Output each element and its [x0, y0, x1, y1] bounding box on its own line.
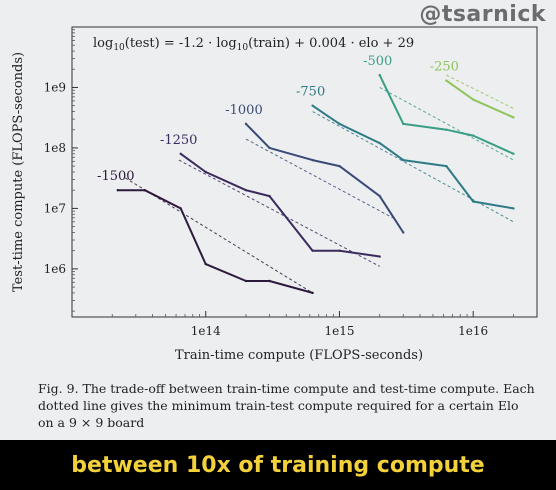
y-tick-label: 1e9 [44, 80, 66, 94]
data-point [311, 291, 314, 295]
series-line [117, 189, 313, 294]
data-point [311, 249, 314, 252]
data-point [471, 98, 475, 101]
data-point [338, 249, 341, 252]
data-point [338, 164, 341, 168]
series-label: -1500 [97, 169, 134, 184]
data-point [244, 279, 248, 283]
data-point [402, 122, 405, 126]
data-point [143, 189, 146, 192]
data-point [402, 231, 405, 234]
series-line [378, 74, 514, 155]
data-point [244, 189, 248, 192]
data-point [311, 158, 314, 162]
x-tick-label: 1e15 [324, 324, 354, 338]
data-point [204, 170, 207, 174]
data-point [512, 116, 515, 119]
series-line [180, 152, 380, 258]
data-point [268, 194, 271, 198]
y-tick-label: 1e8 [44, 141, 66, 155]
x-tick-label: 1e14 [191, 324, 221, 338]
min-compute-dashed-line [446, 74, 514, 109]
min-compute-dashed-line [124, 177, 313, 294]
min-compute-dashed-line [178, 159, 380, 267]
watermark: @tsarnick [419, 2, 546, 27]
min-compute-dashed-line [379, 87, 514, 161]
series-line [312, 104, 514, 210]
data-point [445, 79, 448, 82]
data-point [311, 104, 314, 107]
y-axis-label: Test-time compute (FLOPS-seconds) [11, 52, 26, 292]
data-point [445, 164, 448, 168]
data-point [204, 262, 207, 266]
data-point [378, 255, 381, 258]
paper-background [0, 0, 556, 440]
data-point [512, 207, 515, 210]
plot-area [71, 26, 538, 318]
data-point [338, 122, 341, 126]
data-point [378, 73, 381, 77]
data-point [512, 152, 515, 155]
data-point [378, 141, 381, 145]
subtitle-text: between 10x of training compute [71, 452, 485, 478]
series-label: -500 [363, 54, 392, 69]
chart: 1e14 1e15 1e16 1e6 1e7 1e8 1e9 -1500 -1250 -1000… [11, 26, 538, 363]
data-point [471, 134, 475, 137]
data-point [179, 152, 182, 155]
min-compute-dashed-line [245, 138, 393, 219]
subtitle-bar: between 10x of training compute [0, 440, 556, 490]
data-point [244, 122, 248, 126]
series-label: -250 [430, 60, 459, 75]
figure-caption: Fig. 9. The trade-off between train-time… [38, 381, 535, 430]
x-axis-label: Train-time compute (FLOPS-seconds) [175, 348, 423, 363]
data-point [179, 207, 182, 210]
series-label: -1000 [225, 103, 262, 118]
data-point [268, 146, 271, 150]
data-point [116, 189, 119, 192]
data-point [378, 194, 381, 198]
series-line [445, 79, 514, 119]
formula-annotation: log10(test) = -1.2 · log10(train) + 0.00… [93, 36, 414, 53]
x-tick-label: 1e16 [458, 324, 488, 338]
data-point [471, 200, 475, 203]
data-point [268, 279, 271, 283]
data-point [445, 128, 448, 131]
data-point [402, 158, 405, 162]
series-line [245, 123, 405, 234]
min-compute-dashed-line [312, 111, 514, 223]
y-tick-label: 1e6 [44, 262, 66, 276]
y-tick-label: 1e7 [44, 201, 66, 215]
series-label: -750 [296, 85, 325, 100]
series-label: -1250 [160, 133, 197, 148]
